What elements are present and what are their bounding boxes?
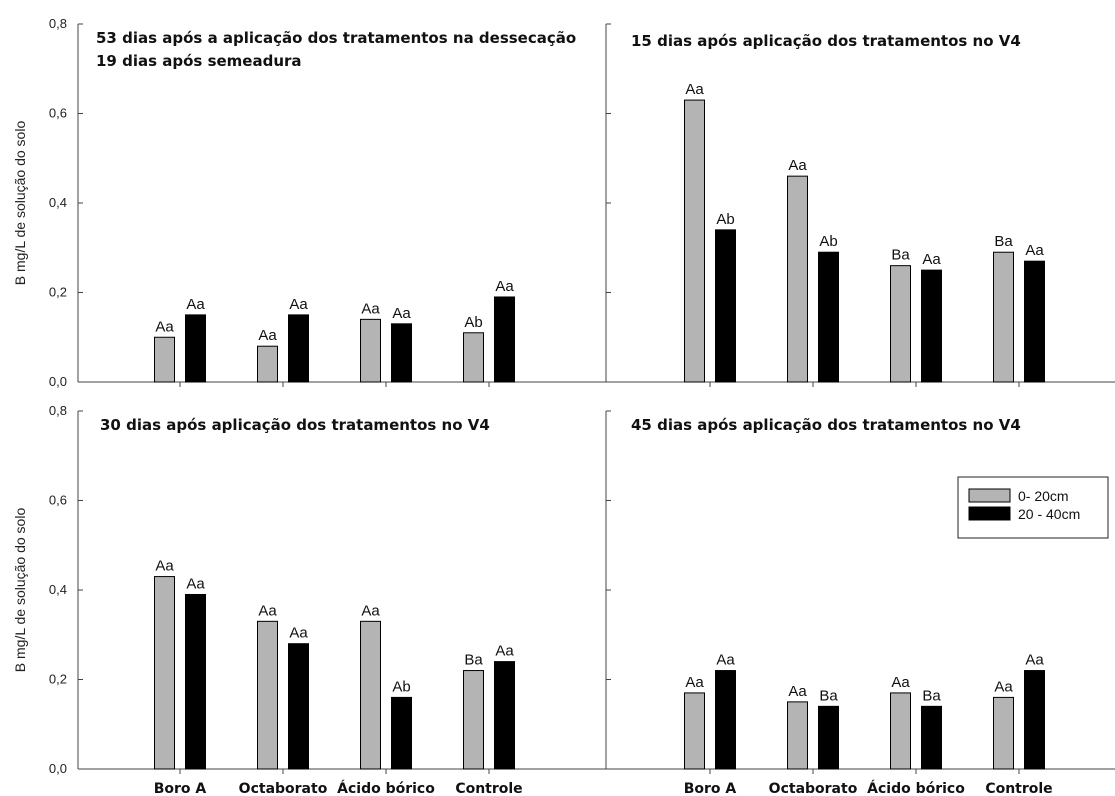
- bar-20-40cm: [818, 705, 839, 770]
- x-category-label: Octaborato: [769, 781, 858, 796]
- x-category-label: Ácido bórico: [867, 780, 965, 796]
- bar-significance-label: Ba: [819, 687, 838, 704]
- chart-panel-top-right: 15 dias após aplicação dos tratamentos n…: [605, 23, 1115, 387]
- bar-0-20cm: [684, 99, 705, 383]
- legend-swatch: [968, 488, 1011, 503]
- y-tick-label: 0,8: [49, 403, 67, 418]
- bar-20-40cm: [494, 296, 515, 383]
- bar-0-20cm: [993, 251, 1014, 383]
- y-tick-label: 0,6: [49, 493, 67, 508]
- x-category-label: Controle: [455, 781, 522, 796]
- bar-significance-label: Aa: [155, 318, 174, 335]
- legend-label: 0- 20cm: [1018, 488, 1069, 504]
- bar-significance-label: Aa: [495, 278, 514, 295]
- bar-significance-label: Ab: [464, 314, 482, 331]
- chart-title: 19 dias após semeadura: [96, 52, 302, 70]
- bar-significance-label: Aa: [186, 575, 205, 592]
- bar-0-20cm: [684, 692, 705, 770]
- bar-significance-label: Aa: [392, 305, 411, 322]
- bar-significance-label: Ab: [392, 678, 410, 695]
- bar-significance-label: Aa: [258, 327, 277, 344]
- bar-significance-label: Ba: [891, 247, 910, 264]
- chart-panel-bottom-left: 0,0 0,2 0,4 0,6 0,8 30 dias após aplicação do…: [12, 403, 606, 796]
- bar-20-40cm: [391, 323, 412, 383]
- bar-20-40cm: [185, 593, 206, 770]
- bar-significance-label: Aa: [155, 558, 174, 575]
- bar-20-40cm: [921, 705, 942, 770]
- bar-significance-label: Aa: [685, 81, 704, 98]
- bar-0-20cm: [463, 670, 484, 770]
- bar-0-20cm: [154, 336, 175, 383]
- bar-significance-label: Aa: [716, 652, 735, 669]
- y-tick-label: 0,2: [49, 285, 67, 300]
- bar-20-40cm: [288, 314, 309, 383]
- x-category-label: Ácido bórico: [337, 780, 435, 796]
- bar-0-20cm: [787, 701, 808, 770]
- chart-panel-top-left: 0,0 0,2 0,4 0,6 0,8 53 dias após a aplicação …: [12, 16, 606, 389]
- bar-0-20cm: [154, 576, 175, 770]
- bar-significance-label: Ba: [464, 652, 483, 669]
- bar-significance-label: Aa: [788, 683, 807, 700]
- bar-significance-label: Ab: [716, 211, 734, 228]
- bar-significance-label: Aa: [922, 251, 941, 268]
- bar-20-40cm: [391, 696, 412, 770]
- bar-significance-label: Aa: [891, 674, 910, 691]
- bar-significance-label: Aa: [495, 643, 514, 660]
- chart-title: 15 dias após aplicação dos tratamentos n…: [631, 32, 1021, 50]
- bar-20-40cm: [715, 229, 736, 383]
- legend: 0- 20cm 20 - 40cm: [957, 476, 1109, 539]
- bar-0-20cm: [993, 696, 1014, 770]
- bar-20-40cm: [494, 661, 515, 770]
- y-tick-label: 0,6: [49, 106, 67, 121]
- legend-label: 20 - 40cm: [1018, 506, 1080, 522]
- chart-title: 53 dias após a aplicação dos tratamentos…: [96, 29, 576, 47]
- bar-0-20cm: [890, 692, 911, 770]
- x-category-label: Boro A: [154, 781, 207, 796]
- bar-significance-label: Ba: [922, 687, 941, 704]
- bar-significance-label: Aa: [361, 602, 380, 619]
- bar-significance-label: Aa: [788, 157, 807, 174]
- y-tick-label: 0,4: [49, 195, 67, 210]
- bar-0-20cm: [890, 265, 911, 383]
- bar-significance-label: Aa: [361, 300, 380, 317]
- y-tick-label: 0,0: [49, 374, 67, 389]
- chart-title: 45 dias após aplicação dos tratamentos n…: [631, 416, 1021, 434]
- bar-significance-label: Aa: [994, 678, 1013, 695]
- bar-significance-label: Aa: [685, 674, 704, 691]
- chart-title: 30 dias após aplicação dos tratamentos n…: [100, 416, 490, 434]
- bar-significance-label: Ab: [819, 233, 837, 250]
- bar-20-40cm: [715, 670, 736, 770]
- bar-significance-label: Ba: [994, 233, 1013, 250]
- bar-significance-label: Aa: [258, 602, 277, 619]
- bar-0-20cm: [463, 332, 484, 383]
- bar-0-20cm: [787, 175, 808, 383]
- bar-0-20cm: [257, 345, 278, 383]
- bar-significance-label: Aa: [289, 625, 308, 642]
- x-category-label: Octaborato: [239, 781, 328, 796]
- y-tick-label: 0,8: [49, 16, 67, 31]
- bar-20-40cm: [1024, 670, 1045, 770]
- bar-significance-label: Aa: [1025, 242, 1044, 259]
- bar-significance-label: Aa: [289, 296, 308, 313]
- y-axis-label: B mg/L de solução do solo: [12, 121, 28, 286]
- bar-significance-label: Aa: [1025, 652, 1044, 669]
- bar-significance-label: Aa: [186, 296, 205, 313]
- bar-20-40cm: [185, 314, 206, 383]
- y-tick-label: 0,0: [49, 761, 67, 776]
- bar-0-20cm: [360, 620, 381, 770]
- x-category-label: Boro A: [684, 781, 737, 796]
- y-tick-label: 0,4: [49, 582, 67, 597]
- y-axis-label: B mg/L de solução do solo: [12, 508, 28, 673]
- bar-20-40cm: [1024, 260, 1045, 383]
- chart-panel-bottom-right: 45 dias após aplicação dos tratamentos n…: [605, 410, 1115, 796]
- bar-0-20cm: [257, 620, 278, 770]
- bar-20-40cm: [818, 251, 839, 383]
- bar-0-20cm: [360, 318, 381, 383]
- bar-20-40cm: [921, 269, 942, 383]
- legend-swatch: [968, 506, 1011, 521]
- x-category-label: Controle: [985, 781, 1052, 796]
- bar-20-40cm: [288, 643, 309, 770]
- y-tick-label: 0,2: [49, 672, 67, 687]
